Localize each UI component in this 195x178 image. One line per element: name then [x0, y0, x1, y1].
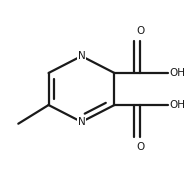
Text: N: N [78, 117, 85, 127]
Text: N: N [78, 51, 85, 61]
Text: OH: OH [170, 68, 186, 78]
Text: OH: OH [170, 100, 186, 110]
Text: O: O [136, 142, 144, 151]
Text: O: O [136, 27, 144, 36]
